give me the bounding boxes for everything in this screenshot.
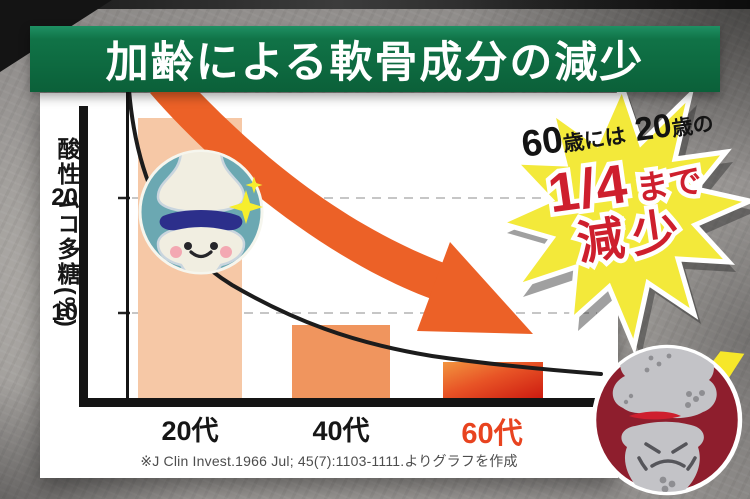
- inflammation-sliver: [629, 411, 681, 420]
- cartilage-disc: [159, 210, 243, 231]
- upper-bone: [156, 152, 246, 214]
- damaged-joint-icon: [591, 344, 745, 496]
- y-axis-thick: [79, 106, 88, 407]
- x-axis-thick: [79, 398, 597, 407]
- age-60-suffix: 歳には: [561, 124, 628, 157]
- age-20-suffix: 歳の: [670, 112, 716, 141]
- source-citation: ※J Clin Invest.1966 Jul; 45(7):1103-1111…: [140, 453, 518, 469]
- healthy-joint-mascot-icon: [138, 149, 264, 275]
- bone-speckles-lower: [659, 476, 676, 492]
- sparkle-icon-small: [245, 176, 263, 194]
- x-label-60s-highlight: 60代: [461, 418, 523, 450]
- y-axis-inner-line: [126, 88, 129, 399]
- bone-speckles-upper: [623, 353, 705, 408]
- damaged-lower-bone: [621, 421, 704, 492]
- sparkle-icon: [229, 190, 263, 224]
- top-dark-edge: [0, 0, 750, 9]
- y-tick-10: 10: [51, 299, 78, 326]
- bar-40s: [292, 325, 390, 399]
- age-60: 60: [518, 118, 566, 165]
- y-axis-title: 酸性ムコ多糖(%): [54, 137, 80, 329]
- age-20: 20: [632, 106, 674, 148]
- damaged-upper-bone: [612, 348, 717, 419]
- mascot-cheek-right: [220, 246, 232, 258]
- y-tick-20: 20: [51, 184, 78, 211]
- decline-trend-arrow-shaft: [150, 72, 452, 302]
- fraction-suffix: まで: [634, 161, 705, 207]
- mascot-smile: [189, 250, 213, 259]
- mascot-eye-right: [210, 242, 218, 250]
- title-banner: 加齢による軟骨成分の減少: [30, 26, 720, 92]
- x-label-40s: 40代: [312, 416, 370, 446]
- sad-face: [637, 442, 697, 471]
- mascot-eye-left: [184, 242, 192, 250]
- page-title: 加齢による軟骨成分の減少: [105, 39, 645, 87]
- mascot-cheek-left: [170, 246, 182, 258]
- decline-trend-arrow-head: [417, 242, 533, 334]
- x-label-20s: 20代: [161, 416, 219, 446]
